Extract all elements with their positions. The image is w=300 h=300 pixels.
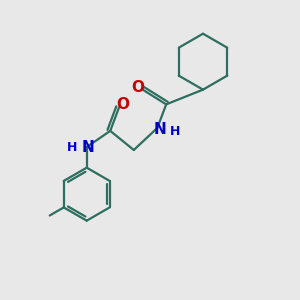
Text: N: N (153, 122, 166, 137)
Text: H: H (170, 125, 180, 138)
Text: O: O (132, 80, 145, 95)
Text: O: O (116, 98, 129, 112)
Text: H: H (68, 141, 78, 154)
Text: N: N (82, 140, 94, 154)
